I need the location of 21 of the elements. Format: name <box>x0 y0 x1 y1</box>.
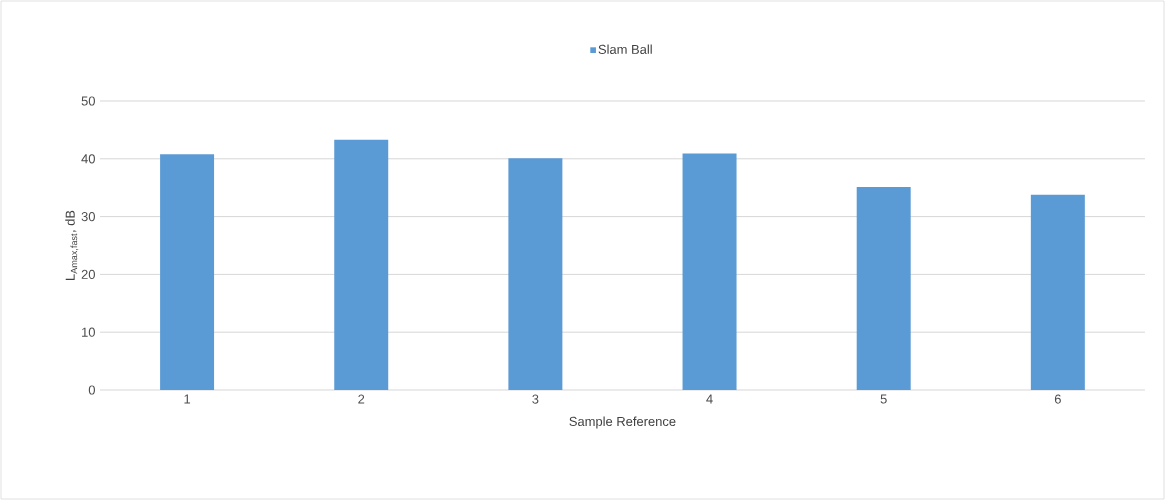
y-tick-label: 0 <box>88 385 95 395</box>
legend-label: Slam Ball <box>598 44 652 54</box>
y-tick-label: 30 <box>81 212 95 222</box>
x-tick-label: 1 <box>184 394 191 404</box>
y-tick-label: 10 <box>82 327 95 337</box>
bar <box>160 154 215 390</box>
y-tick-label: 50 <box>81 96 95 106</box>
bar <box>508 158 563 390</box>
x-tick-label: 5 <box>880 394 887 404</box>
x-tick-label: 4 <box>706 394 713 404</box>
bar <box>1030 194 1085 390</box>
bar <box>856 187 911 390</box>
bar <box>334 139 389 390</box>
bar <box>682 153 737 390</box>
x-axis-title: Sample Reference <box>569 416 676 429</box>
y-axis-title: L$_{Amax,fast}$, dB <box>65 210 79 280</box>
y-tick-label: 20 <box>81 269 95 279</box>
x-tick-label: 2 <box>358 394 365 404</box>
x-tick-label: 3 <box>532 394 539 404</box>
y-tick-label: 40 <box>81 154 95 164</box>
x-tick-label: 6 <box>1054 394 1061 404</box>
